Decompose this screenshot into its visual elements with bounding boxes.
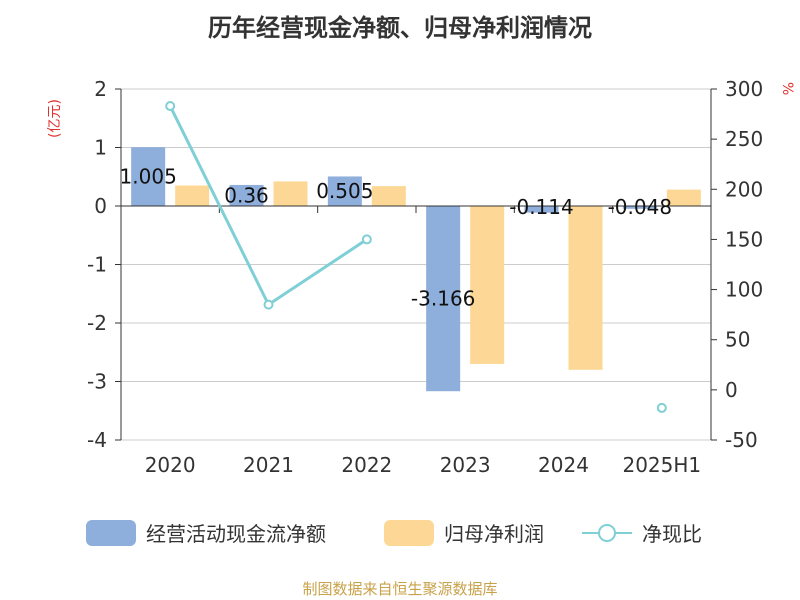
legend-swatch-netprofit: [384, 519, 434, 546]
right-tick-label: 150: [725, 227, 763, 251]
bar-netprofit: [175, 185, 210, 206]
category-label: 2024: [538, 453, 589, 477]
legend-label-ratio: 净现比: [642, 522, 702, 546]
source-note: 制图数据来自恒生聚源数据库: [302, 580, 498, 598]
legend-item-cashflow[interactable]: 经营活动现金流净额: [86, 518, 326, 547]
bar-value-label: 0.505: [316, 179, 373, 203]
legend-item-netprofit[interactable]: 归母净利润: [384, 518, 544, 547]
right-tick-label: 0: [725, 378, 738, 402]
category-label: 2020: [145, 453, 196, 477]
ratio-point: [165, 101, 176, 112]
right-tick-label: 100: [725, 278, 763, 302]
bar-cashflow: [622, 206, 657, 209]
left-tick-label: 2: [94, 77, 107, 101]
bar-cashflow: [327, 176, 362, 206]
chart-title: 历年经营现金净额、归母净利润情况: [208, 14, 592, 42]
bar-value-label: 0.36: [224, 183, 269, 207]
bar-value-label: -0.114: [509, 195, 573, 219]
category-label: 2022: [341, 453, 392, 477]
category-label: 2025H1: [622, 453, 701, 477]
right-axis-unit: %: [779, 82, 795, 96]
right-tick-label: -50: [725, 428, 758, 452]
right-tick-label: 250: [725, 127, 763, 151]
right-tick-label: 50: [725, 328, 750, 352]
legend-swatch-cashflow: [86, 519, 136, 546]
bar-netprofit: [371, 186, 406, 206]
right-tick-label: 200: [725, 177, 763, 201]
legend-swatch-ratio: [582, 523, 632, 542]
left-tick-label: -3: [87, 370, 107, 394]
bar-value-label: 1.005: [120, 165, 177, 189]
left-tick-label: -1: [87, 253, 107, 277]
legend: 经营活动现金流净额 归母净利润 净现比: [0, 518, 800, 554]
ratio-point: [361, 234, 372, 245]
category-label: 2021: [243, 453, 294, 477]
bar-cashflow: [426, 206, 461, 392]
left-axis-unit: (亿元): [47, 99, 63, 138]
ratio-point: [656, 402, 667, 413]
legend-label-cashflow: 经营活动现金流净额: [146, 522, 326, 546]
category-label: 2023: [440, 453, 491, 477]
bar-value-label: -0.048: [608, 195, 672, 219]
legend-item-ratio[interactable]: 净现比: [582, 518, 702, 547]
left-tick-label: 0: [94, 194, 107, 218]
bar-cashflow: [131, 147, 166, 206]
right-tick-label: 300: [725, 77, 763, 101]
ratio-point: [263, 299, 274, 310]
bar-netprofit: [470, 206, 505, 364]
left-tick-label: -2: [87, 311, 107, 335]
bar-netprofit: [568, 206, 603, 370]
bar-value-label: -3.166: [411, 287, 475, 311]
bar-cashflow: [524, 206, 559, 213]
left-tick-label: -4: [87, 428, 107, 452]
bar-cashflow: [229, 184, 264, 206]
legend-label-netprofit: 归母净利润: [444, 522, 544, 546]
bar-netprofit: [666, 189, 701, 206]
left-tick-label: 1: [94, 136, 107, 160]
bar-netprofit: [273, 181, 308, 206]
